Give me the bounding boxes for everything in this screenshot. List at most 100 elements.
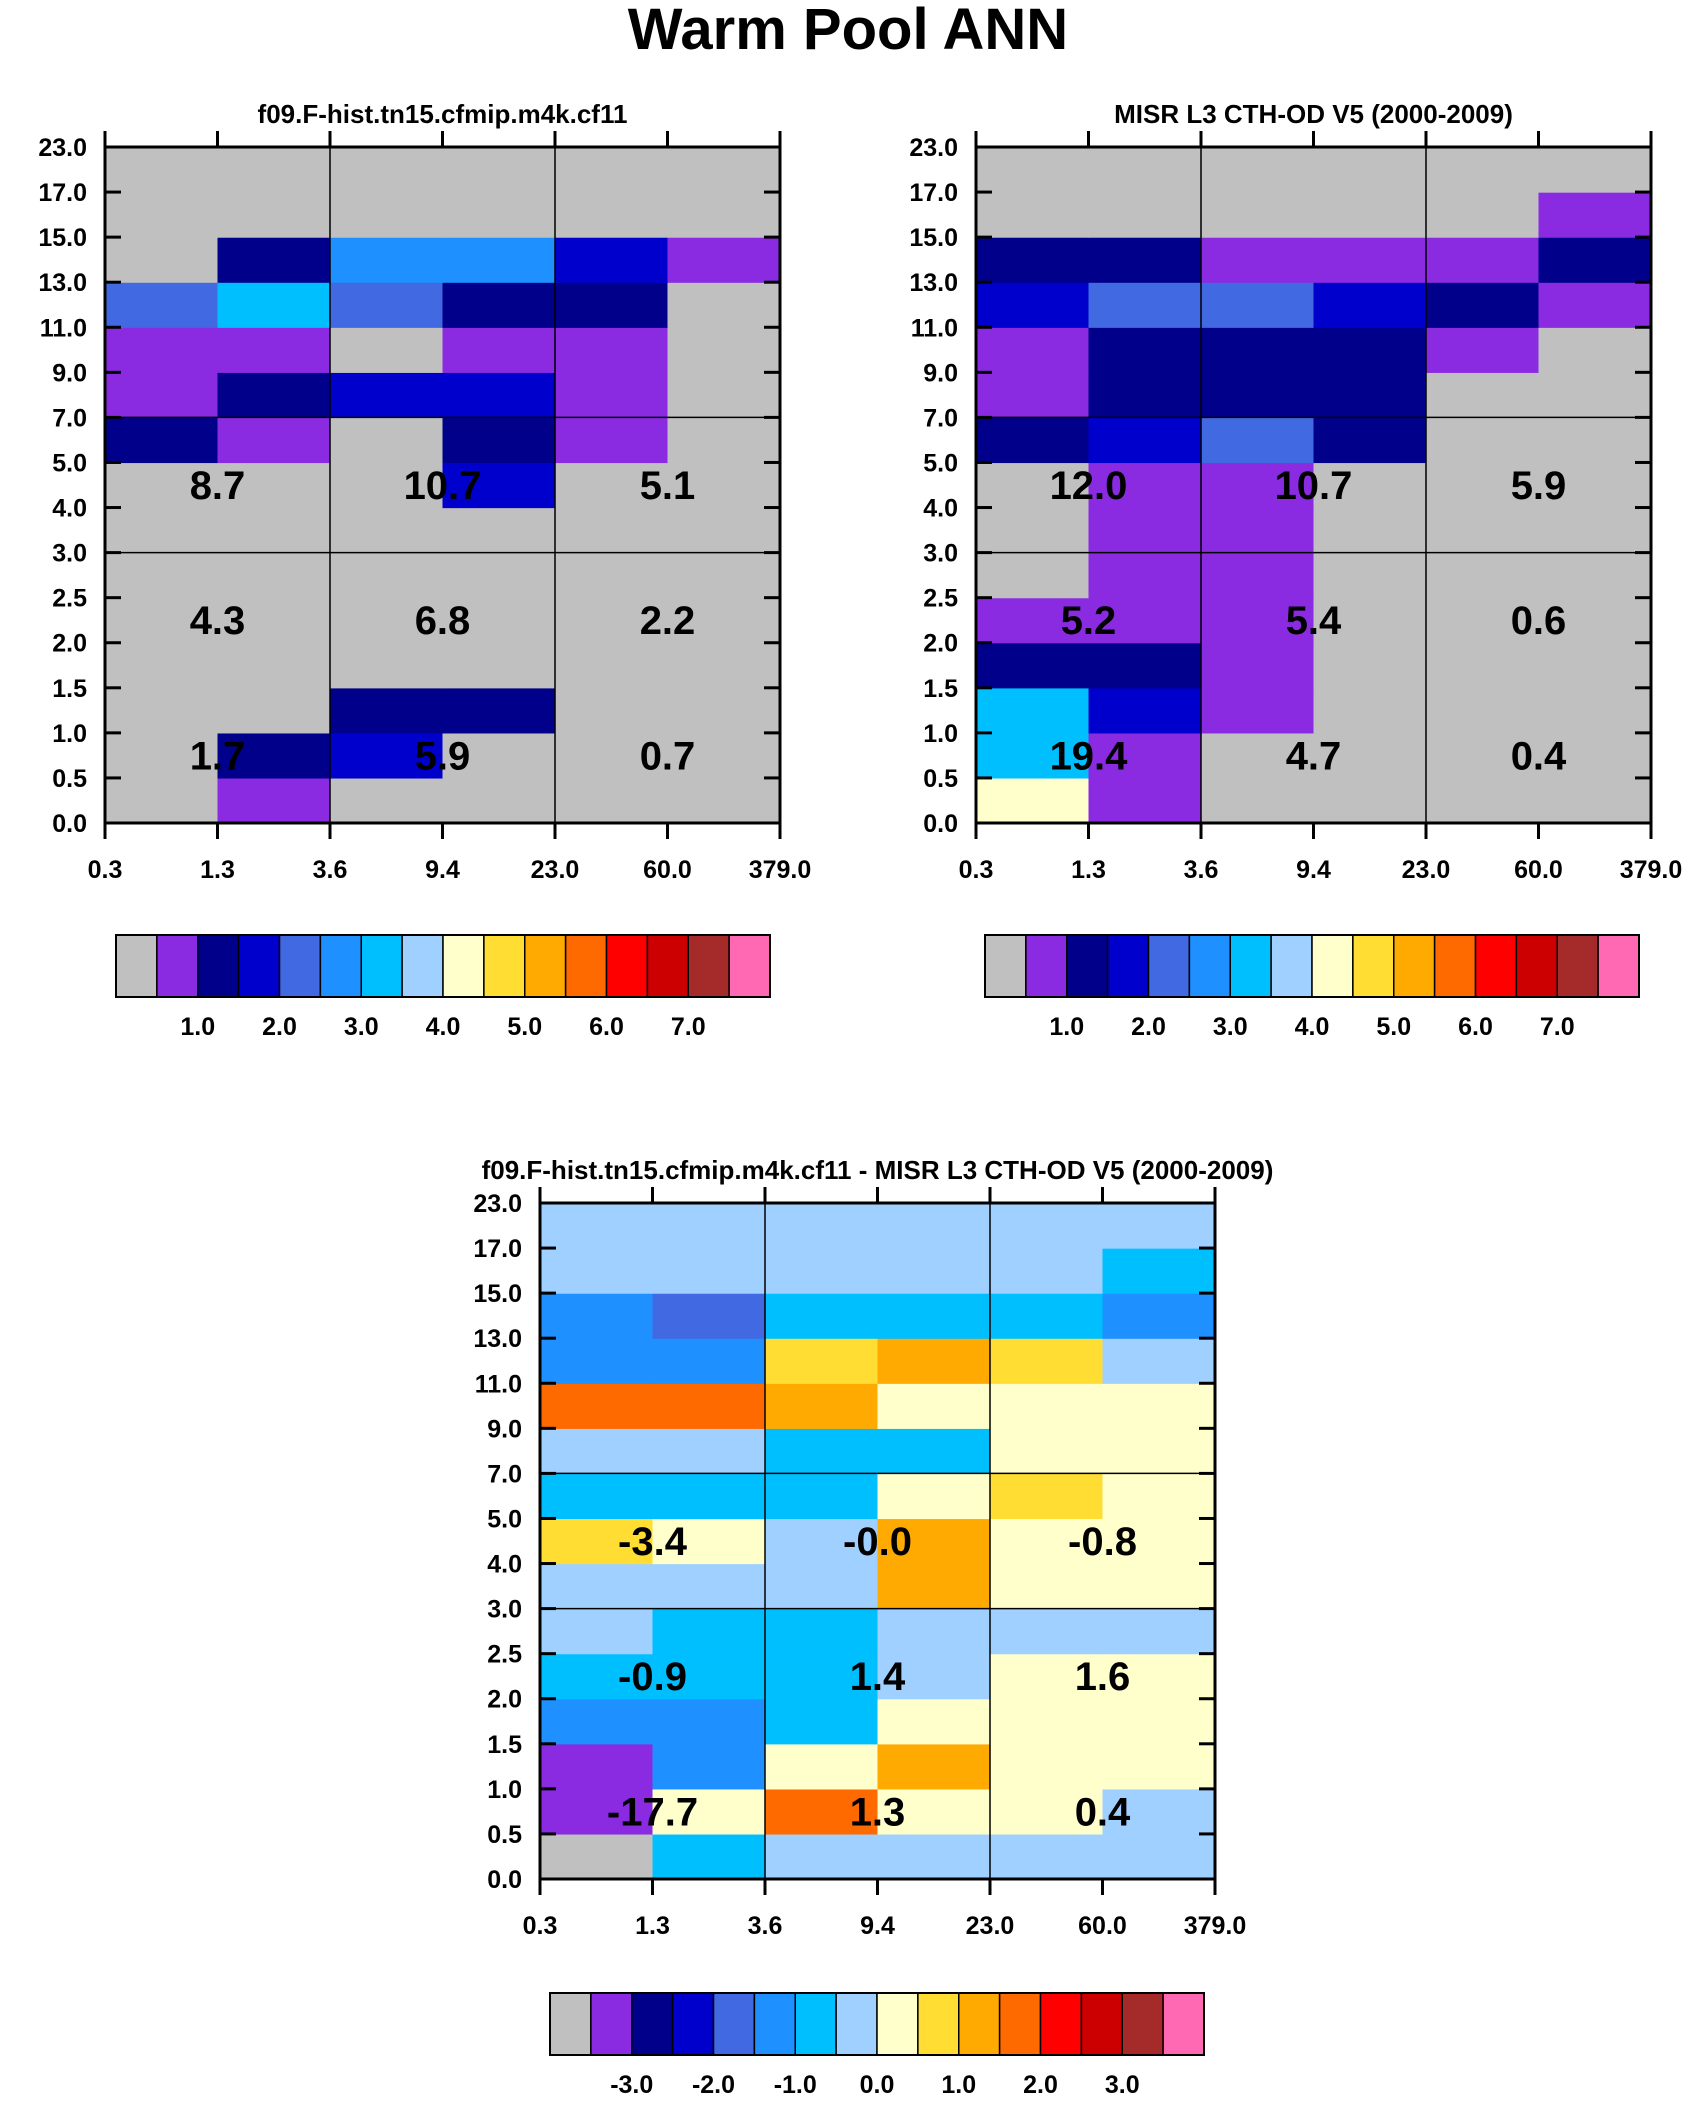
- colorbar-box: [1311, 934, 1354, 998]
- heatmap-cell: [217, 777, 331, 824]
- heatmap-cell: [667, 192, 781, 238]
- colorbar-label: 6.0: [1458, 1013, 1493, 1041]
- heatmap-cell: [555, 552, 669, 599]
- heatmap-cell: [667, 417, 781, 464]
- heatmap-cell: [217, 732, 331, 779]
- heatmap-cell: [1313, 597, 1427, 644]
- box-value-label: 8.7: [190, 464, 246, 508]
- y-tick-label: 2.0: [923, 630, 958, 658]
- heatmap-cell: [330, 417, 444, 464]
- heatmap-cell: [652, 1518, 766, 1565]
- colorbar-box: [1474, 934, 1518, 998]
- x-tick-label: 0.3: [523, 1912, 558, 1940]
- heatmap-cell: [540, 1203, 654, 1249]
- colorbar-box: [1066, 934, 1109, 998]
- heatmap-cell: [765, 1473, 879, 1520]
- heatmap-cell: [765, 1653, 879, 1700]
- y-tick-label: 17.0: [473, 1235, 522, 1263]
- heatmap-cell: [976, 192, 1090, 238]
- heatmap-cell: [667, 237, 781, 283]
- colorbar-label: 4.0: [426, 1013, 461, 1041]
- heatmap-cell: [1088, 372, 1202, 418]
- heatmap-cell: [877, 1338, 991, 1384]
- y-tick-label: 1.5: [487, 1731, 522, 1759]
- y-tick-label: 11.0: [40, 314, 87, 342]
- y-tick-label: 0.0: [52, 810, 87, 838]
- heatmap-cell: [877, 1563, 991, 1610]
- colorbar-box: [1162, 1992, 1205, 2056]
- heatmap-cell: [1088, 417, 1202, 464]
- y-tick-label: 5.0: [923, 449, 958, 477]
- heatmap-cell: [540, 1383, 654, 1429]
- heatmap-cell: [1426, 642, 1540, 689]
- colorbar-frame: [984, 934, 1640, 998]
- heatmap-cell: [667, 732, 781, 779]
- heatmap-cell: [330, 642, 444, 689]
- colorbar-frame: [549, 1992, 1205, 2056]
- colorbar-label: 5.0: [1376, 1013, 1411, 1041]
- heatmap-cell: [330, 372, 444, 418]
- heatmap-cell: [1088, 777, 1202, 824]
- heatmap-cell: [877, 1293, 991, 1339]
- heatmap-cell: [667, 777, 781, 824]
- colorbar-box: [115, 934, 158, 998]
- heatmap-cell: [555, 507, 669, 554]
- colorbar-box: [646, 934, 689, 998]
- heatmap-cell: [877, 1383, 991, 1429]
- heatmap-cell: [877, 1473, 991, 1520]
- heatmap-cell: [1102, 1563, 1216, 1610]
- heatmap-cell: [1313, 507, 1427, 554]
- heatmap-cell: [990, 1743, 1104, 1790]
- heatmap-cell: [1201, 777, 1315, 824]
- heatmap-cell: [442, 597, 556, 644]
- colorbar-box: [197, 934, 240, 998]
- panel-observation: MISR L3 CTH-OD V5 (2000-2009) 0.0 0.5 1.0 1.…: [909, 99, 1682, 1041]
- heatmap-cell: [217, 237, 331, 283]
- y-tick-label: 7.0: [923, 404, 958, 432]
- heatmap-cell: [1088, 732, 1202, 779]
- colorbar-box: [1352, 934, 1395, 998]
- colorbar-label: 1.0: [1049, 1013, 1084, 1041]
- heatmap-cell: [652, 1563, 766, 1610]
- heatmap-cell: [1201, 507, 1315, 554]
- x-tick-label: 1.3: [1071, 856, 1106, 884]
- colorbar-box: [442, 934, 485, 998]
- heatmap-cell: [105, 417, 219, 464]
- heatmap-cell: [652, 1203, 766, 1249]
- colorbar-label: -1.0: [774, 2071, 817, 2099]
- y-tick-label: 13.0: [38, 269, 87, 297]
- heatmap-cell: [442, 237, 556, 283]
- heatmap-cell: [1088, 462, 1202, 509]
- box-value-label: 0.6: [1511, 599, 1567, 643]
- heatmap-cell: [976, 642, 1090, 689]
- heatmap-cell: [217, 552, 331, 599]
- box-value-label: 5.1: [640, 464, 696, 508]
- heatmap-cell: [330, 237, 444, 283]
- heatmap-cell: [217, 687, 331, 734]
- heatmap-cell: [652, 1293, 766, 1339]
- box-value-label: 1.7: [190, 734, 246, 778]
- heatmap-cell: [330, 147, 444, 193]
- heatmap-cell: [990, 1788, 1104, 1835]
- heatmap-cell: [330, 777, 444, 824]
- heatmap-cell: [652, 1338, 766, 1384]
- heatmap-cell: [1201, 372, 1315, 418]
- colorbar-box: [998, 1992, 1042, 2056]
- heatmap-cell: [667, 642, 781, 689]
- heatmap-cell: [976, 462, 1090, 509]
- x-tick-label: 9.4: [860, 1912, 895, 1940]
- heatmap-cell: [217, 417, 331, 464]
- heatmap-cell: [1201, 192, 1315, 238]
- y-tick-label: 2.0: [487, 1686, 522, 1714]
- y-tick-label: 9.0: [923, 359, 958, 387]
- heatmap-cell: [1426, 147, 1540, 193]
- colorbar-box: [958, 1992, 1001, 2056]
- heatmap-cell: [1426, 552, 1540, 599]
- heatmap-cell: [555, 462, 669, 509]
- panel-title: MISR L3 CTH-OD V5 (2000-2009): [1114, 99, 1513, 129]
- heatmap-cell: [1201, 687, 1315, 734]
- heatmap-cell: [667, 552, 781, 599]
- colorbar-box: [1106, 934, 1150, 998]
- colorbar-box: [631, 1992, 674, 2056]
- heatmap-cell: [1426, 417, 1540, 464]
